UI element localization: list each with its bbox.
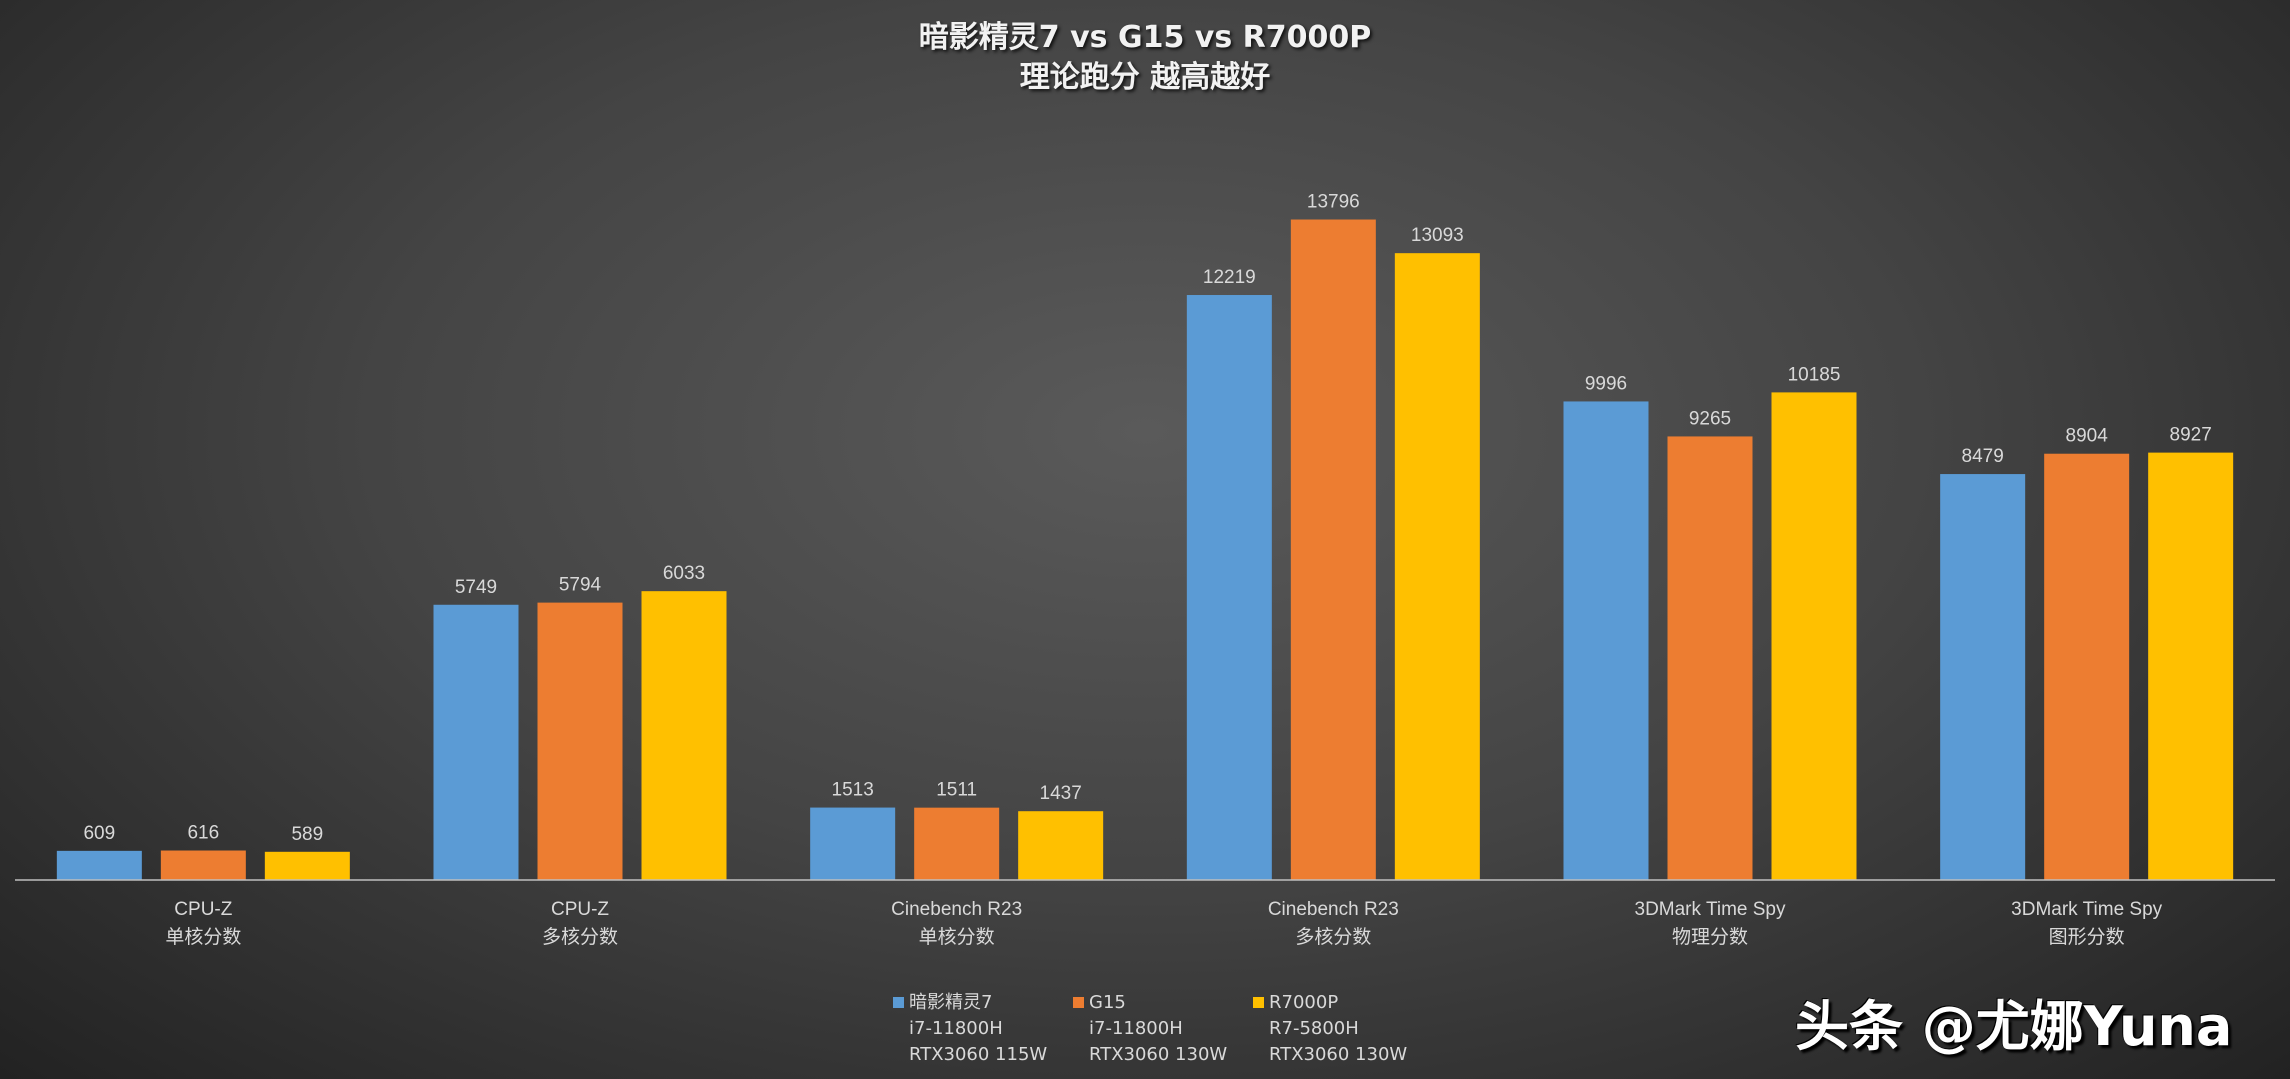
data-label: 8904	[2066, 426, 2109, 447]
bar	[641, 591, 727, 880]
bar	[1186, 295, 1272, 880]
legend-swatch	[1253, 997, 1264, 1008]
data-label: 13796	[1307, 192, 1360, 213]
category-label: 多核分数	[542, 926, 618, 948]
category-label: CPU-Z	[174, 899, 232, 920]
category-label: Cinebench R23	[891, 899, 1022, 920]
legend-detail: i7-11800H	[1089, 1018, 1183, 1039]
bar	[56, 850, 142, 880]
category-label: CPU-Z	[551, 899, 609, 920]
bar	[1771, 392, 1857, 880]
data-label: 6033	[663, 563, 705, 584]
chart-title: 暗影精灵7 vs G15 vs R7000P	[918, 20, 1372, 55]
data-label: 13093	[1411, 225, 1464, 246]
legend-label: R7000P	[1269, 992, 1339, 1013]
bar	[1667, 436, 1753, 880]
data-label: 8479	[1962, 446, 2004, 467]
bar	[1018, 811, 1104, 880]
legend-detail: i7-11800H	[909, 1018, 1003, 1039]
legend-detail: R7-5800H	[1269, 1018, 1359, 1039]
bar	[914, 807, 1000, 880]
data-label: 9996	[1585, 373, 1627, 394]
legend-detail: RTX3060 130W	[1269, 1044, 1408, 1065]
data-label: 8927	[2170, 425, 2212, 446]
category-label: 多核分数	[1295, 926, 1371, 948]
bar	[1563, 401, 1649, 880]
category-label: 3DMark Time Spy	[2011, 899, 2162, 920]
bar	[1290, 219, 1376, 881]
data-label: 5749	[455, 577, 497, 598]
category-label: Cinebench R23	[1268, 899, 1399, 920]
bar	[433, 604, 519, 880]
category-label: 物理分数	[1672, 926, 1748, 948]
legend-label: G15	[1089, 992, 1126, 1013]
data-label: 616	[187, 823, 219, 844]
data-label: 1513	[832, 780, 874, 801]
data-label: 609	[83, 823, 115, 844]
data-label: 9265	[1689, 408, 1731, 429]
legend-detail: RTX3060 130W	[1089, 1044, 1228, 1065]
legend-item: G15 i7-11800H RTX3060 130W	[1073, 990, 1227, 1068]
legend-swatch	[1073, 997, 1084, 1008]
bar	[537, 602, 623, 880]
legend-label: 暗影精灵7	[909, 992, 993, 1013]
data-label: 589	[291, 824, 323, 845]
legend-item: 暗影精灵7 i7-11800H RTX3060 115W	[893, 990, 1047, 1068]
category-label: 单核分数	[165, 926, 241, 948]
bar	[160, 850, 246, 880]
bar	[1940, 474, 2026, 880]
data-label: 10185	[1788, 364, 1841, 385]
legend-detail: RTX3060 115W	[909, 1044, 1048, 1065]
bar	[2044, 453, 2130, 880]
bar	[264, 851, 350, 880]
data-label: 1511	[936, 780, 977, 801]
watermark: 头条 @尤娜Yuna	[1795, 995, 2233, 1058]
category-label: 3DMark Time Spy	[1635, 899, 1786, 920]
data-label: 1437	[1040, 783, 1082, 804]
chart-subtitle: 理论跑分 越高越好	[1019, 60, 1271, 95]
category-label: 单核分数	[919, 926, 995, 948]
data-label: 5794	[559, 575, 602, 596]
bar	[2148, 452, 2234, 880]
legend-item: R7000P R7-5800H RTX3060 130W	[1253, 990, 1407, 1068]
category-label: 图形分数	[2049, 926, 2125, 948]
bar	[1394, 253, 1480, 881]
bar	[810, 807, 896, 880]
legend-swatch	[893, 997, 904, 1008]
data-label: 12219	[1203, 267, 1256, 288]
